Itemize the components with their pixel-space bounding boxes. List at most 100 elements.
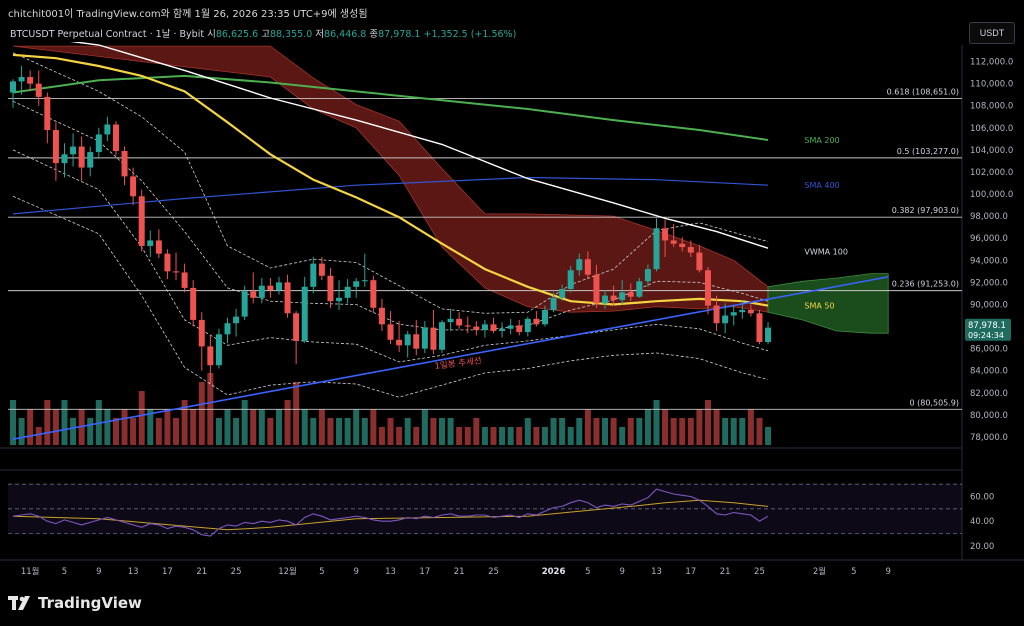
candle-body (87, 152, 94, 168)
x-axis-tick-label: 9 (96, 567, 101, 577)
candle (696, 244, 703, 273)
candle (447, 308, 454, 331)
candle-body (541, 309, 548, 325)
candle-body (155, 240, 162, 254)
candle (327, 268, 334, 308)
symbol-title[interactable]: BTCUSDT Perpetual Contract · 1날 · Bybit (10, 29, 205, 40)
candle-body (439, 322, 445, 350)
x-axis-tick-label: 5 (319, 567, 324, 577)
x-axis-tick-label: 5 (585, 567, 590, 577)
candle (104, 116, 111, 142)
candle-body (173, 271, 180, 273)
candle-body (765, 327, 772, 343)
volume-bar (87, 418, 94, 445)
rsi-line (12, 488, 769, 537)
candle-body (241, 291, 248, 317)
x-axis-tick-label: 11월 (21, 566, 40, 577)
bb-outer-lower-band (12, 195, 769, 398)
y-axis-tick-label: 80,000.0 (970, 411, 1008, 421)
volume-bar (112, 418, 119, 445)
candle-body (696, 252, 703, 271)
volume-bar (327, 418, 334, 445)
candle (533, 311, 540, 327)
candle (404, 330, 411, 358)
candle-body (130, 176, 137, 197)
candle-body (190, 287, 197, 320)
y-axis-tick-label: 100,000.0 (970, 190, 1013, 200)
tradingview-logo-icon (8, 596, 30, 610)
volume-bar (533, 427, 540, 445)
volume-bar (138, 391, 145, 445)
candle-body (593, 274, 600, 304)
candle-body (430, 327, 437, 350)
volume-bar (181, 400, 188, 445)
candle (765, 322, 772, 345)
candle-body (687, 247, 694, 253)
candle-body (550, 297, 557, 310)
candle (567, 265, 574, 293)
volume-bar (567, 427, 574, 445)
candle-body (336, 297, 343, 302)
candle (473, 321, 480, 336)
candle (739, 300, 746, 319)
candle-body (95, 134, 102, 153)
candle (215, 328, 222, 369)
candle (52, 122, 59, 181)
candle-body (610, 295, 617, 301)
volume-bar (267, 418, 274, 445)
candle-body (61, 154, 68, 164)
volume-bar (378, 427, 385, 445)
bb-lower-band (12, 149, 769, 363)
volume-bar (481, 427, 488, 445)
low-label: 저 (315, 29, 325, 40)
sma400-line (12, 176, 769, 215)
candle (267, 277, 274, 298)
volume-bar (121, 409, 128, 445)
candle-body (739, 309, 746, 313)
open-label: 시 (207, 29, 216, 40)
volume-bar (473, 418, 480, 445)
candle-body (361, 280, 368, 282)
candle (61, 143, 68, 178)
volume-bar (27, 409, 34, 445)
candle-body (138, 196, 145, 246)
candle (241, 285, 248, 320)
candle (198, 312, 205, 371)
candle (490, 317, 497, 334)
candle-body (27, 77, 34, 84)
candle-body (301, 286, 308, 341)
brand-name: TradingView (38, 594, 142, 612)
candle (173, 252, 180, 281)
candle (524, 316, 531, 337)
x-axis-tick-label: 13 (128, 567, 139, 577)
volume-bar (636, 418, 643, 445)
last-price-tag-bg (965, 318, 1011, 341)
candle (636, 277, 643, 298)
candle (44, 92, 51, 144)
candle (679, 237, 686, 252)
candle-body (456, 318, 463, 326)
candle (130, 167, 137, 206)
volume-bar (61, 400, 68, 445)
volume-bar (387, 418, 394, 445)
candle (155, 229, 162, 259)
rsi-ma-line (12, 499, 769, 531)
volume-bar (233, 418, 240, 445)
currency-button[interactable]: USDT (969, 22, 1015, 44)
brand[interactable]: TradingView (8, 594, 142, 612)
last-price-tag[interactable]: 87,978.109:24:34 (965, 318, 1011, 341)
candle (439, 319, 445, 354)
volume-bar (413, 427, 420, 445)
candle (541, 305, 548, 327)
candle-body (584, 259, 591, 275)
ichimoku-cloud-future (767, 273, 889, 334)
candle (35, 70, 42, 106)
volume-bar (336, 418, 343, 445)
x-axis-tick-label: 21 (454, 567, 465, 577)
volume-bar (499, 427, 506, 445)
candle (559, 284, 566, 302)
x-axis-tick-label: 2월 (813, 566, 826, 577)
candle-body (413, 334, 420, 349)
